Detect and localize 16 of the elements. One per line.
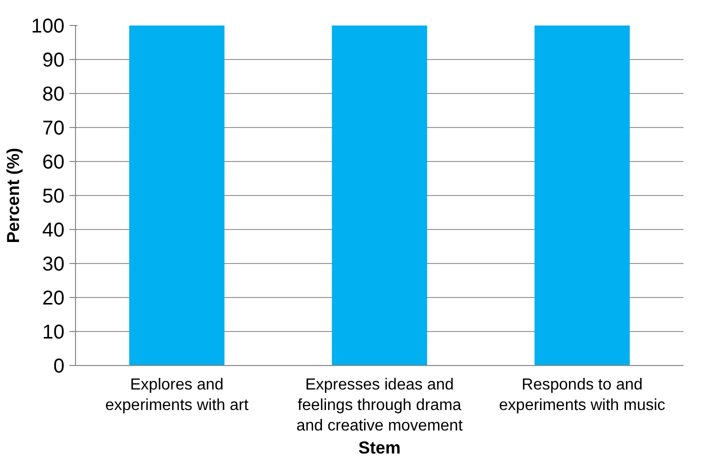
x-tick-label: Expresses ideas and feelings through drama and creative movement [296,376,464,434]
y-tick-label: 100 [31,16,65,38]
y-tick-label: 80 [42,84,65,106]
y-tick-label: 10 [42,322,65,344]
y-tick-label: 30 [42,254,65,276]
x-tick-label: Responds to and experiments with music [499,376,666,414]
y-tick-label: 70 [42,118,65,140]
y-tick-label: 90 [42,50,65,72]
y-tick-label: 60 [42,152,65,174]
x-tick-label: Explores and experiments with art [105,376,249,414]
y-tick-label: 40 [42,220,65,242]
y-axis-title: Percent (%) [3,148,24,244]
x-axis-title: Stem [358,437,401,458]
y-tick-label: 20 [42,288,65,310]
y-tick-label: 0 [53,356,64,378]
y-tick-label: 50 [42,186,65,208]
